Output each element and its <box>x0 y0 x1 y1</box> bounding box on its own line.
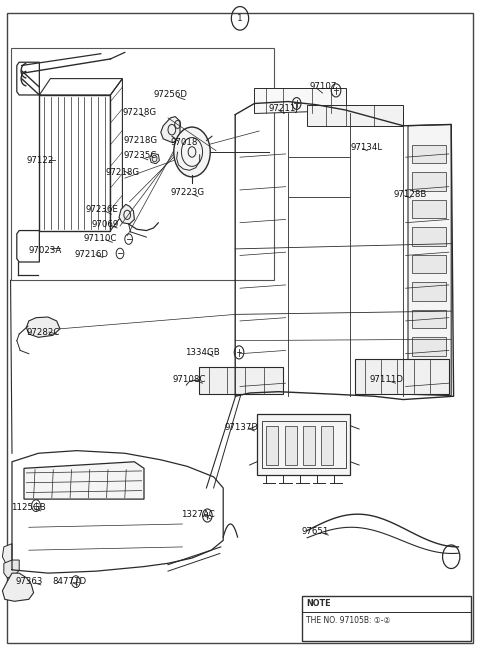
Text: 97651: 97651 <box>301 527 329 536</box>
Bar <box>321 426 333 465</box>
Polygon shape <box>161 117 180 143</box>
Bar <box>412 172 446 191</box>
Text: 97256D: 97256D <box>154 90 188 100</box>
Polygon shape <box>408 124 451 396</box>
Text: 97069: 97069 <box>91 219 119 229</box>
Text: 97122: 97122 <box>26 156 54 165</box>
Polygon shape <box>119 204 134 224</box>
Text: 97218G: 97218G <box>106 168 140 178</box>
Text: 1: 1 <box>237 14 243 23</box>
Text: 97023A: 97023A <box>29 246 62 255</box>
Bar <box>285 426 297 465</box>
Text: 97216D: 97216D <box>74 250 108 259</box>
Text: 97107: 97107 <box>310 82 337 91</box>
Bar <box>412 200 446 218</box>
Polygon shape <box>4 560 19 578</box>
Text: 97223G: 97223G <box>170 188 204 197</box>
Bar <box>412 337 446 356</box>
Text: NOTE: NOTE <box>306 599 331 608</box>
Bar <box>412 282 446 301</box>
Text: 97218G: 97218G <box>124 136 158 145</box>
Polygon shape <box>2 573 34 601</box>
Text: 97111D: 97111D <box>370 375 404 384</box>
Text: 1327AC: 1327AC <box>181 510 215 519</box>
Text: 97108C: 97108C <box>173 375 206 384</box>
Bar <box>11 48 274 280</box>
Text: 97218G: 97218G <box>122 108 156 117</box>
Text: 97137D: 97137D <box>225 422 259 432</box>
Polygon shape <box>355 359 449 394</box>
Text: 97211J: 97211J <box>269 103 299 113</box>
Polygon shape <box>26 317 60 337</box>
Text: 1125GB: 1125GB <box>11 503 45 512</box>
Bar <box>412 365 446 383</box>
Text: 97236E: 97236E <box>85 205 118 214</box>
Polygon shape <box>257 414 350 475</box>
Bar <box>262 421 346 468</box>
Polygon shape <box>254 88 346 113</box>
Text: THE NO. 97105B: ①-②: THE NO. 97105B: ①-② <box>306 616 391 625</box>
Bar <box>412 255 446 273</box>
Text: 97128B: 97128B <box>394 190 427 199</box>
Bar <box>303 426 315 465</box>
Bar <box>412 145 446 163</box>
Text: 84777D: 84777D <box>53 577 87 586</box>
Text: 97134L: 97134L <box>350 143 383 152</box>
Polygon shape <box>150 153 159 164</box>
Text: 97363: 97363 <box>15 577 43 586</box>
Text: 97282C: 97282C <box>26 328 60 337</box>
Text: 1334GB: 1334GB <box>185 348 219 357</box>
Text: 97018: 97018 <box>170 138 198 147</box>
Polygon shape <box>307 105 403 126</box>
Text: 97110C: 97110C <box>84 234 118 243</box>
Polygon shape <box>199 367 283 394</box>
Polygon shape <box>2 544 12 563</box>
Bar <box>412 227 446 246</box>
Bar <box>266 426 278 465</box>
Text: 97235C: 97235C <box>124 151 157 160</box>
Circle shape <box>174 127 210 177</box>
Bar <box>302 596 471 641</box>
Polygon shape <box>24 462 144 499</box>
Bar <box>412 310 446 328</box>
